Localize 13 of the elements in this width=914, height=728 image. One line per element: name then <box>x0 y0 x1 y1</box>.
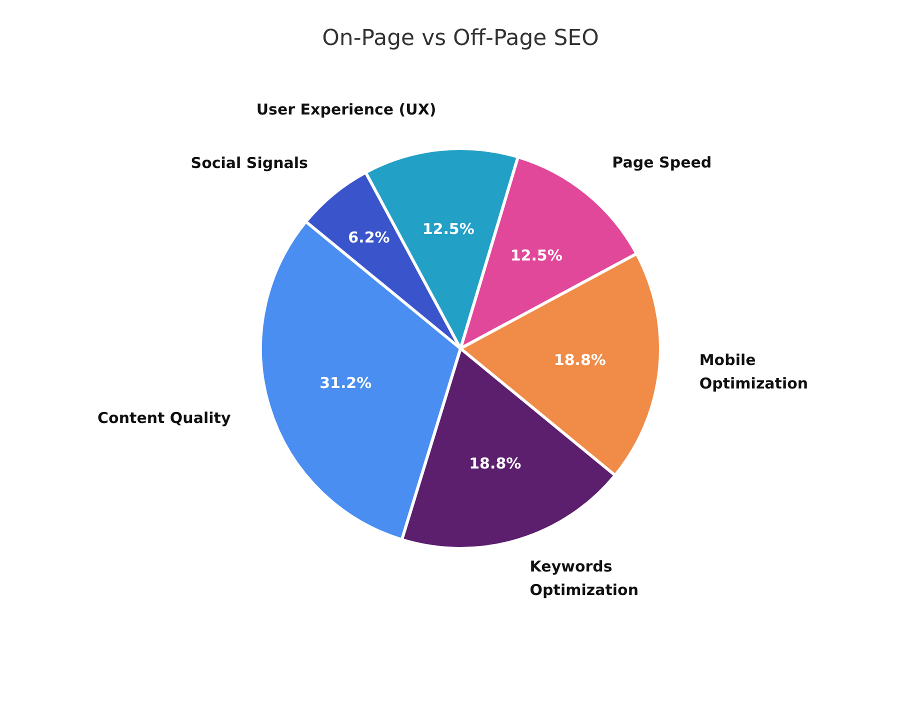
slice-label: Keywords Optimization <box>530 558 639 599</box>
slice-label: Social Signals <box>190 154 308 172</box>
slice-label: Content Quality <box>98 408 231 427</box>
data-label: 18.8% <box>469 454 522 472</box>
chart-title: On-Page vs Off-Page SEO <box>322 26 599 51</box>
data-label: 18.8% <box>554 351 606 370</box>
data-label: 31.2% <box>320 374 372 392</box>
data-label: 12.5% <box>510 246 562 265</box>
data-label: 6.2% <box>348 228 390 246</box>
slice-label: Page Speed <box>612 154 712 172</box>
slice-label: Mobile Optimization <box>699 350 808 392</box>
data-label: 12.5% <box>422 220 474 238</box>
slice-label: User Experience (UX) <box>256 100 436 119</box>
